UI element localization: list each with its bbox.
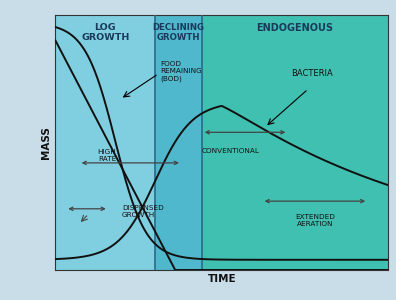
Bar	[55, 15, 155, 270]
Text: CONVENTIONAL: CONVENTIONAL	[202, 148, 260, 154]
Y-axis label: MASS: MASS	[41, 126, 51, 159]
Text: EXTENDED
AERATION: EXTENDED AERATION	[295, 214, 335, 227]
Text: BACTERIA: BACTERIA	[291, 69, 333, 78]
X-axis label: TIME: TIME	[208, 274, 236, 284]
Bar	[155, 15, 202, 270]
Text: DECLINING
GROWTH: DECLINING GROWTH	[152, 22, 204, 42]
Text: HIGH
RATE: HIGH RATE	[98, 148, 116, 162]
Bar	[202, 15, 388, 270]
Text: ENDOGENOUS: ENDOGENOUS	[257, 22, 333, 33]
Text: DISPENSED
GROWTH: DISPENSED GROWTH	[122, 205, 164, 218]
Text: FOOD
REMAINING
(BOD): FOOD REMAINING (BOD)	[160, 61, 202, 82]
Text: LOG
GROWTH: LOG GROWTH	[81, 22, 129, 42]
